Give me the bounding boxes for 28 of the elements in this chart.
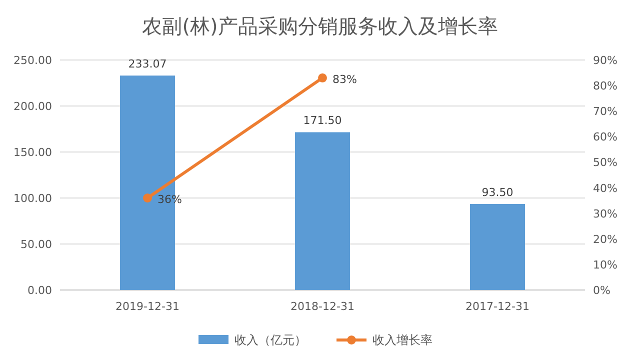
chart-title: 农副(林)产品采购分销服务收入及增长率 (142, 14, 498, 38)
y-tick-label: 50.00 (20, 238, 52, 251)
y2-tick-label: 90% (593, 54, 618, 67)
x-tick-label: 2017-12-31 (466, 300, 530, 313)
y2-tick-label: 80% (593, 80, 618, 93)
y2-tick-label: 20% (593, 232, 618, 246)
y2-tick-label: 50% (593, 156, 618, 170)
bar (470, 204, 525, 290)
data-label: 171.50 (303, 114, 342, 128)
legend-label: 收入（亿元） (234, 333, 306, 347)
data-label: 93.50 (482, 186, 514, 199)
y2-tick-label: 30% (593, 207, 618, 220)
y-tick-label: 150.00 (14, 146, 52, 159)
y-tick-label: 100.00 (14, 192, 52, 205)
y2-tick-label: 60% (593, 130, 618, 144)
legend-label: 收入增长率 (372, 333, 432, 347)
y-tick-label: 250.00 (14, 54, 52, 67)
y-tick-label: 200.00 (14, 100, 52, 113)
data-label: 83% (332, 72, 357, 86)
x-tick-label: 2018-12-31 (290, 300, 354, 313)
y2-tick-label: 0% (593, 284, 610, 297)
y2-tick-label: 40% (593, 182, 618, 195)
data-label: 233.07 (128, 58, 167, 71)
y2-tick-label: 10% (593, 258, 618, 272)
y-tick-label: 0.00 (28, 284, 52, 297)
x-tick-label: 2019-12-31 (116, 300, 180, 313)
bar (295, 132, 350, 290)
y2-tick-label: 70% (593, 105, 618, 118)
